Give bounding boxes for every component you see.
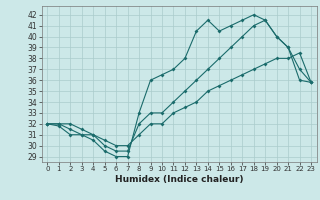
X-axis label: Humidex (Indice chaleur): Humidex (Indice chaleur) — [115, 175, 244, 184]
